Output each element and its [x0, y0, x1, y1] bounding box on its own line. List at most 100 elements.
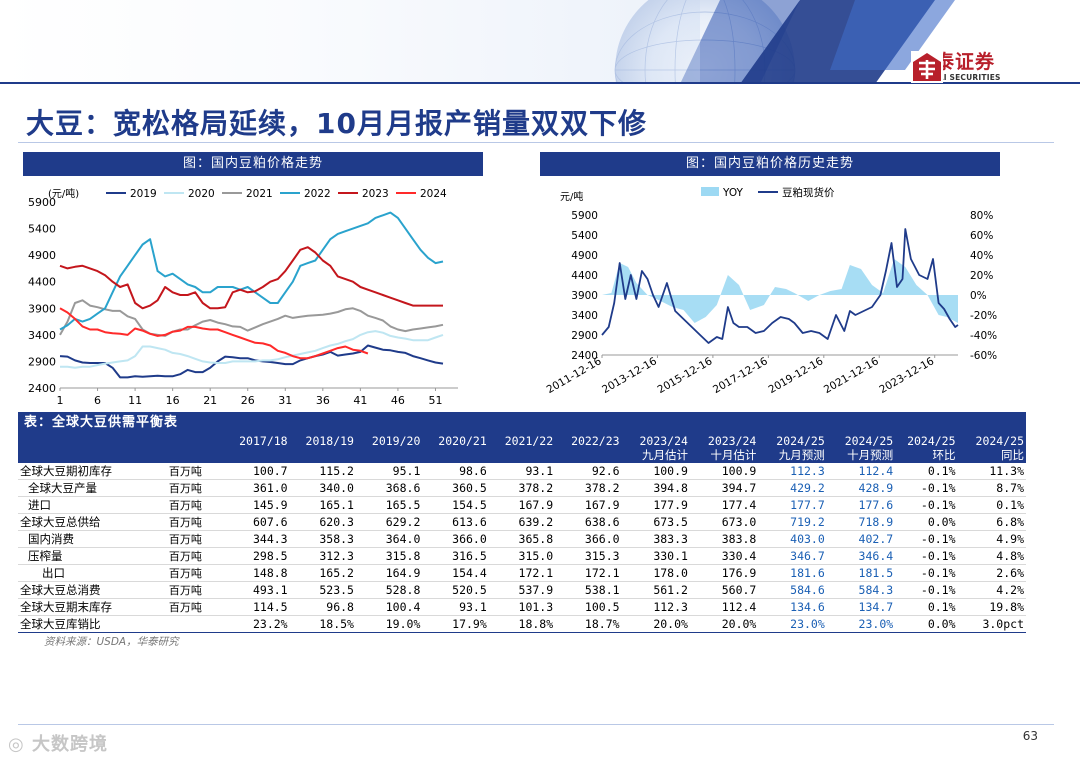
table-cell: 378.2: [488, 479, 556, 497]
table-cell: 134.6: [758, 598, 827, 616]
x-tick-label: 46: [391, 394, 405, 407]
table-cell: 429.2: [758, 479, 827, 497]
column-header: 2018/19: [289, 434, 356, 463]
row-label: 全球大豆总供给: [18, 513, 167, 531]
table-row: 进口 百万吨 145.9 165.1 165.5 154.5 167.9 167.9 177.9…: [18, 496, 1026, 514]
x-tick-label: 26: [241, 394, 255, 407]
table-cell: 346.7: [758, 547, 827, 565]
table-cell: 172.1: [555, 564, 622, 582]
table-cell: 101.3: [488, 598, 556, 616]
column-header-year: 2019/20: [371, 434, 421, 448]
table-cell: 403.0: [758, 530, 827, 548]
table-cell: 20.0%: [689, 615, 759, 633]
y-tick-label: 3900: [571, 290, 598, 302]
table-cell: 520.5: [422, 581, 489, 599]
table-cell: 100.9: [621, 462, 690, 480]
legend-label-2023: 2023: [362, 188, 389, 200]
table-cell: 100.5: [555, 598, 622, 616]
table-cell: 4.8%: [957, 547, 1026, 565]
x-tick-label: 21: [203, 394, 217, 407]
column-header-year: 2020/21: [438, 434, 487, 448]
series-line-2019: [59, 344, 444, 379]
table-cell: 0.1%: [895, 462, 958, 480]
y2-tick-label: 40%: [970, 250, 993, 262]
table-cell: 315.3: [555, 547, 622, 565]
y-tick-label: 5900: [571, 210, 598, 222]
header-decoration: [0, 0, 1080, 84]
footer-divider: [18, 724, 1054, 725]
x-tick-label: 11: [128, 394, 142, 407]
table-cell: 18.5%: [289, 615, 356, 633]
table-cell: 23.0%: [758, 615, 827, 633]
table-cell: 20.0%: [621, 615, 690, 633]
y2-tick-label: 60%: [970, 230, 993, 242]
column-header-detail: 十月估计: [710, 448, 757, 462]
source-note: 资料来源：USDA，华泰研究: [44, 636, 179, 648]
table-cell: 167.9: [555, 496, 622, 514]
y-tick-label: 2400: [571, 350, 598, 362]
soybean-balance-table: 2017/18 2018/19 2019/20 2020/21 2021/22 …: [18, 434, 1026, 633]
table-cell: -0.1%: [895, 496, 958, 514]
table-cell: -0.1%: [895, 564, 958, 582]
y2-tick-label: -60%: [970, 350, 997, 362]
legend-label-2019: 2019: [130, 188, 157, 200]
x-tick-label: 2013-12-16: [600, 355, 659, 396]
row-unit: 百万吨: [166, 598, 224, 616]
x-tick-label: 31: [278, 394, 292, 407]
table-cell: 361.0: [223, 479, 290, 497]
table-cell: 177.7: [758, 496, 827, 514]
row-label: 进口: [18, 496, 167, 514]
column-header-year: 2023/24: [707, 434, 757, 448]
table-cell: 4.9%: [957, 530, 1026, 548]
table-cell: 167.9: [488, 496, 556, 514]
table-row: 全球大豆期初库存 百万吨 100.7 115.2 95.1 98.6 93.1 92.6 100…: [18, 462, 1026, 480]
table-cell: 383.3: [621, 530, 690, 548]
table-cell: 177.9: [621, 496, 690, 514]
series-line-2023: [59, 246, 443, 310]
x-tick-label: 2023-12-16: [877, 355, 936, 396]
y-tick-label: 4400: [28, 276, 56, 289]
column-header-detail: 环比: [932, 448, 956, 462]
y-tick-label: 2400: [28, 382, 56, 395]
table-row: 国内消费 百万吨 344.3 358.3 364.0 366.0 365.8 366.0 383…: [18, 530, 1026, 548]
table-cell: 11.3%: [957, 462, 1026, 480]
y2-tick-label: 0%: [970, 290, 987, 302]
table-cell: 112.3: [758, 462, 827, 480]
column-header: 2022/23: [555, 434, 622, 463]
row-label: 国内消费: [18, 530, 167, 548]
table-cell: 315.0: [488, 547, 556, 565]
header-blank: [18, 434, 167, 463]
row-unit: 百万吨: [166, 496, 224, 514]
row-unit: 百万吨: [166, 479, 224, 497]
table-cell: 316.5: [422, 547, 489, 565]
table-cell: 112.4: [826, 462, 896, 480]
column-header-detail: 九月估计: [641, 448, 688, 462]
table-cell: 164.9: [355, 564, 423, 582]
header-blank: [166, 434, 224, 463]
table-cell: 154.4: [422, 564, 489, 582]
table-cell: 93.1: [422, 598, 489, 616]
y2-tick-label: 20%: [970, 270, 993, 282]
table-cell: 177.4: [689, 496, 759, 514]
x-tick-label: 2015-12-16: [656, 355, 715, 396]
y-tick-label: 3900: [28, 302, 56, 315]
table-cell: 629.2: [355, 513, 423, 531]
column-header-detail: 九月预测: [778, 448, 825, 462]
table-cell: 176.9: [689, 564, 759, 582]
table-cell: 96.8: [289, 598, 356, 616]
column-header: 2024/25 九月预测: [758, 434, 827, 463]
table-header-row: 2017/18 2018/19 2019/20 2020/21 2021/22 …: [18, 434, 1026, 463]
title-divider: [18, 142, 1054, 143]
row-label: 全球大豆库销比: [18, 615, 167, 633]
row-label: 全球大豆期末库存: [18, 598, 167, 616]
legend-swatch-yoy: [701, 187, 719, 196]
header-band: 华泰证券 HUATAI SECURITIES: [0, 0, 1080, 84]
table-row: 全球大豆产量 百万吨 361.0 340.0 368.6 360.5 378.2 378.2 3…: [18, 479, 1026, 497]
table-cell: 312.3: [289, 547, 356, 565]
y-tick-label: 3400: [571, 310, 598, 322]
row-unit: 百万吨: [166, 547, 224, 565]
table-cell: 145.9: [223, 496, 290, 514]
table-cell: 92.6: [555, 462, 622, 480]
table-cell: 178.0: [621, 564, 690, 582]
table-cell: 95.1: [355, 462, 423, 480]
